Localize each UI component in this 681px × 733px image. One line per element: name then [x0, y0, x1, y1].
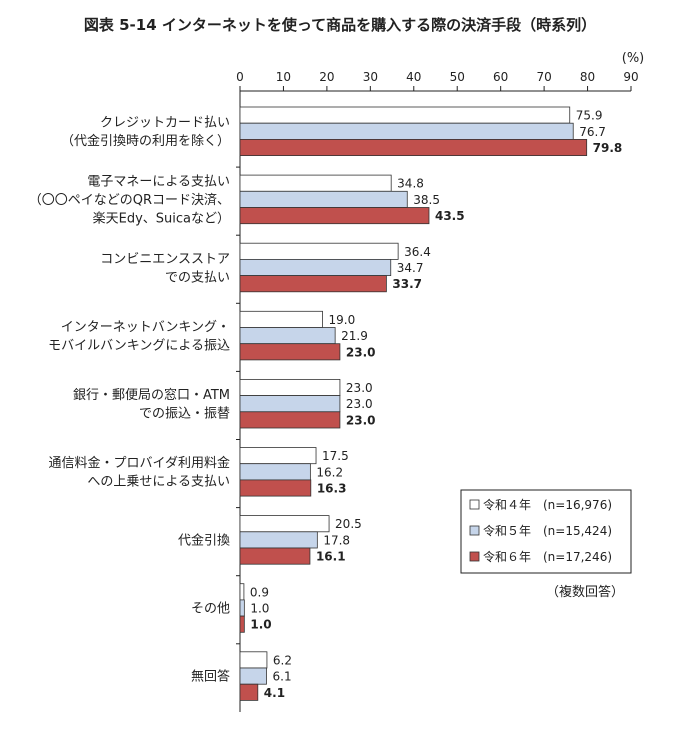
bar [239, 515, 330, 533]
bar [239, 275, 387, 293]
x-tick-label: 0 [236, 70, 244, 84]
chart-title: 図表 5-14 インターネットを使って商品を購入する際の決済手段（時系列） [84, 16, 596, 34]
bar [239, 122, 574, 140]
x-tick-label: 40 [406, 70, 421, 84]
value-label: 6.2 [273, 653, 292, 667]
legend-swatch [469, 525, 480, 536]
bar [239, 447, 317, 465]
bar [239, 207, 430, 225]
category-label: 無回答 [191, 669, 230, 685]
value-label: 23.0 [346, 397, 373, 411]
category-labels: クレジットカード払い（代金引換時の利用を除く） 電子マネーによる支払い（〇〇ペイな… [29, 116, 230, 685]
x-tick-label: 50 [450, 70, 465, 84]
value-label: 4.1 [264, 686, 285, 700]
bar [239, 242, 399, 260]
bar [239, 395, 341, 413]
value-labels: 75.9 76.7 79.8 34.8 38.5 43.5 36.4 34.7 33.7 19.0… [250, 109, 622, 700]
category-label: 銀行・郵便局の窓口・ATM での振込・振替 [73, 387, 230, 422]
legend: 令和４年 (n=16,976) 令和５年 (n=15,424) 令和６年 (n=17,24… [460, 489, 632, 574]
bar [239, 190, 408, 208]
value-label: 16.3 [317, 482, 347, 496]
unit-label: (%) [622, 51, 645, 66]
note-label: （複数回答） [546, 584, 624, 600]
bar [239, 463, 311, 481]
bar [239, 174, 392, 192]
category-label: コンビニエンスストアでの支払い [100, 252, 230, 286]
bar [239, 651, 268, 669]
value-label: 34.8 [397, 177, 424, 191]
legend-series-n: (n=15,424) [543, 524, 612, 538]
legend-series-name: 令和５年 [483, 523, 531, 538]
x-axis-ticks: 0 10 20 30 40 50 60 70 80 90 [236, 70, 638, 84]
value-label: 23.0 [346, 345, 376, 359]
value-label: 38.5 [413, 193, 440, 207]
legend-series-name: 令和４年 [483, 497, 531, 512]
category-label: その他 [191, 602, 230, 617]
value-label: 20.5 [335, 517, 362, 531]
bar [239, 327, 336, 345]
category-label: インターネットバンキング・モバイルバンキングによる振込 [48, 320, 230, 354]
value-label: 21.9 [341, 329, 368, 343]
x-tick-label: 30 [363, 70, 378, 84]
value-label: 17.8 [323, 533, 350, 547]
x-tick-label: 80 [580, 70, 595, 84]
value-label: 16.1 [316, 550, 346, 564]
value-label: 43.5 [435, 209, 465, 223]
bar [239, 258, 392, 276]
bar [239, 583, 245, 601]
value-label: 34.7 [397, 261, 424, 275]
value-label: 76.7 [579, 125, 606, 139]
bar [239, 615, 245, 633]
category-label: クレジットカード払い（代金引換時の利用を除く） [61, 116, 230, 150]
value-label: 33.7 [392, 277, 422, 291]
value-label: 75.9 [576, 109, 603, 123]
x-tick-label: 70 [536, 70, 551, 84]
value-label: 0.9 [250, 585, 269, 599]
bar [239, 343, 341, 361]
value-label: 79.8 [593, 141, 623, 155]
category-label: 電子マネーによる支払い（〇〇ペイなどのQRコード決済、楽天Edy、Suicaなど… [29, 174, 230, 226]
x-tick-label: 20 [319, 70, 334, 84]
bar [239, 683, 259, 701]
bar [239, 378, 341, 396]
legend-series-n: (n=17,246) [543, 550, 612, 564]
value-label: 36.4 [404, 245, 431, 259]
bar [239, 531, 318, 549]
legend-series-n: (n=16,976) [543, 498, 612, 512]
category-label: 通信料金・プロバイダ利用料金への上乗せによる支払い [49, 455, 230, 490]
x-tick-label: 10 [276, 70, 291, 84]
value-label: 23.0 [346, 413, 376, 427]
bar [239, 411, 341, 429]
legend-series-name: 令和６年 [483, 549, 531, 564]
bar [239, 106, 571, 124]
category-label: 代金引換 [178, 532, 230, 548]
value-label: 19.0 [329, 313, 356, 327]
bar [239, 599, 245, 617]
bar [239, 479, 312, 497]
bar [239, 310, 323, 328]
value-label: 6.1 [273, 670, 292, 684]
bar [239, 547, 311, 565]
value-label: 1.0 [250, 602, 269, 616]
legend-swatch [469, 551, 480, 562]
legend-box [460, 489, 632, 574]
legend-swatch [469, 499, 480, 510]
value-label: 17.5 [322, 449, 349, 463]
x-tick-label: 90 [623, 70, 638, 84]
value-label: 16.2 [316, 465, 343, 479]
bars [239, 106, 588, 701]
x-tick-label: 60 [493, 70, 508, 84]
value-label: 23.0 [346, 381, 373, 395]
bar [239, 667, 267, 685]
value-label: 1.0 [250, 618, 271, 632]
bar [239, 138, 588, 156]
